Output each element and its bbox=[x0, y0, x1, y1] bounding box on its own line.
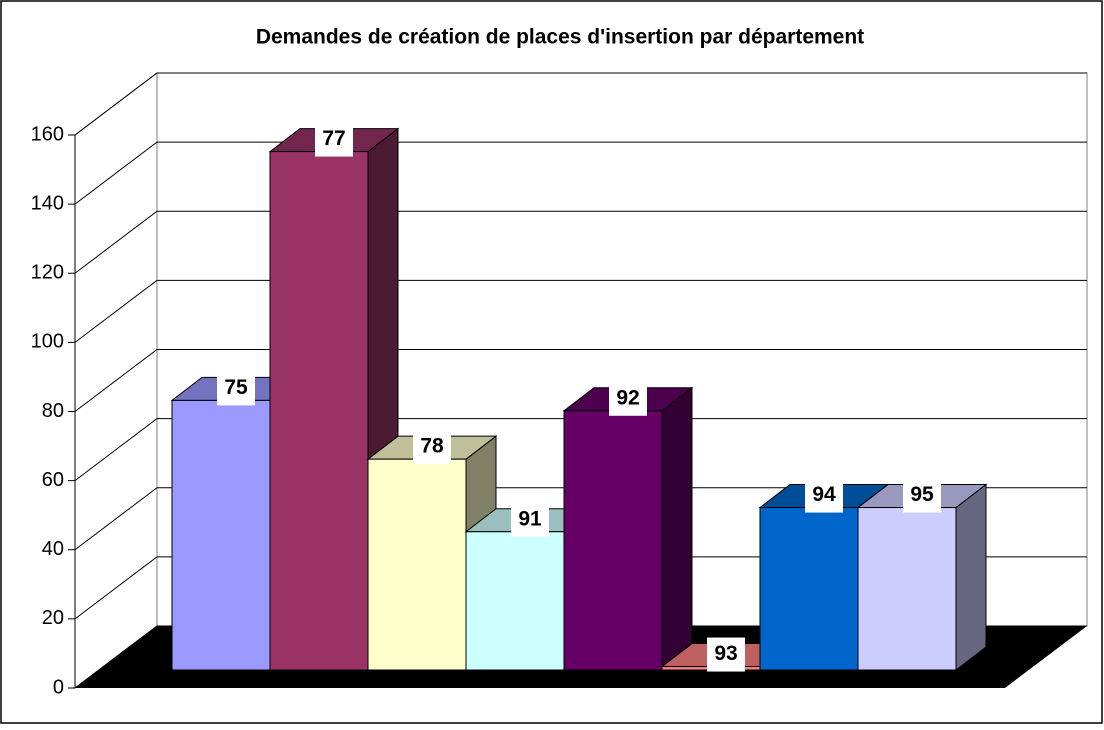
data-label-bg bbox=[903, 478, 941, 513]
data-label: 92 bbox=[616, 386, 639, 409]
data-label-bg bbox=[315, 122, 353, 157]
data-label-bg bbox=[805, 478, 843, 513]
grid-line bbox=[74, 418, 1087, 482]
grid-line bbox=[74, 279, 1087, 343]
grid-line bbox=[74, 210, 1087, 274]
y-tick-label: 40 bbox=[42, 538, 64, 560]
data-label-bg bbox=[217, 371, 255, 406]
y-tick-label: 20 bbox=[42, 607, 64, 629]
grid-line bbox=[74, 487, 1087, 551]
y-tick-label: 140 bbox=[31, 192, 64, 214]
chart-title: Demandes de création de places d'inserti… bbox=[256, 26, 864, 49]
bar bbox=[171, 399, 271, 671]
grid-line bbox=[74, 141, 1087, 205]
bar bbox=[563, 410, 663, 671]
data-label: 93 bbox=[714, 642, 737, 665]
data-label-bg bbox=[511, 502, 549, 537]
data-label-bg bbox=[609, 381, 647, 416]
data-label: 91 bbox=[518, 507, 542, 530]
y-tick-label: 0 bbox=[53, 676, 64, 698]
bar bbox=[759, 507, 859, 671]
bar-side bbox=[955, 483, 987, 672]
data-label: 75 bbox=[224, 376, 248, 399]
y-tick-label: 100 bbox=[31, 331, 64, 353]
bar-side bbox=[661, 386, 693, 672]
data-label-bg bbox=[413, 430, 451, 465]
grid-line bbox=[74, 72, 1087, 136]
bar bbox=[367, 458, 467, 671]
y-tick-label: 160 bbox=[31, 123, 64, 145]
bar bbox=[465, 531, 565, 671]
y-tick-label: 80 bbox=[42, 400, 64, 422]
bar bbox=[269, 151, 369, 671]
data-label: 95 bbox=[910, 483, 934, 506]
data-label-bg bbox=[707, 637, 745, 672]
y-tick-label: 120 bbox=[31, 262, 64, 284]
bar bbox=[857, 507, 957, 671]
y-tick-label: 60 bbox=[42, 469, 64, 491]
data-label: 94 bbox=[812, 483, 836, 506]
grid-line bbox=[74, 349, 1087, 412]
data-label: 77 bbox=[322, 127, 345, 150]
data-label: 78 bbox=[420, 435, 444, 458]
